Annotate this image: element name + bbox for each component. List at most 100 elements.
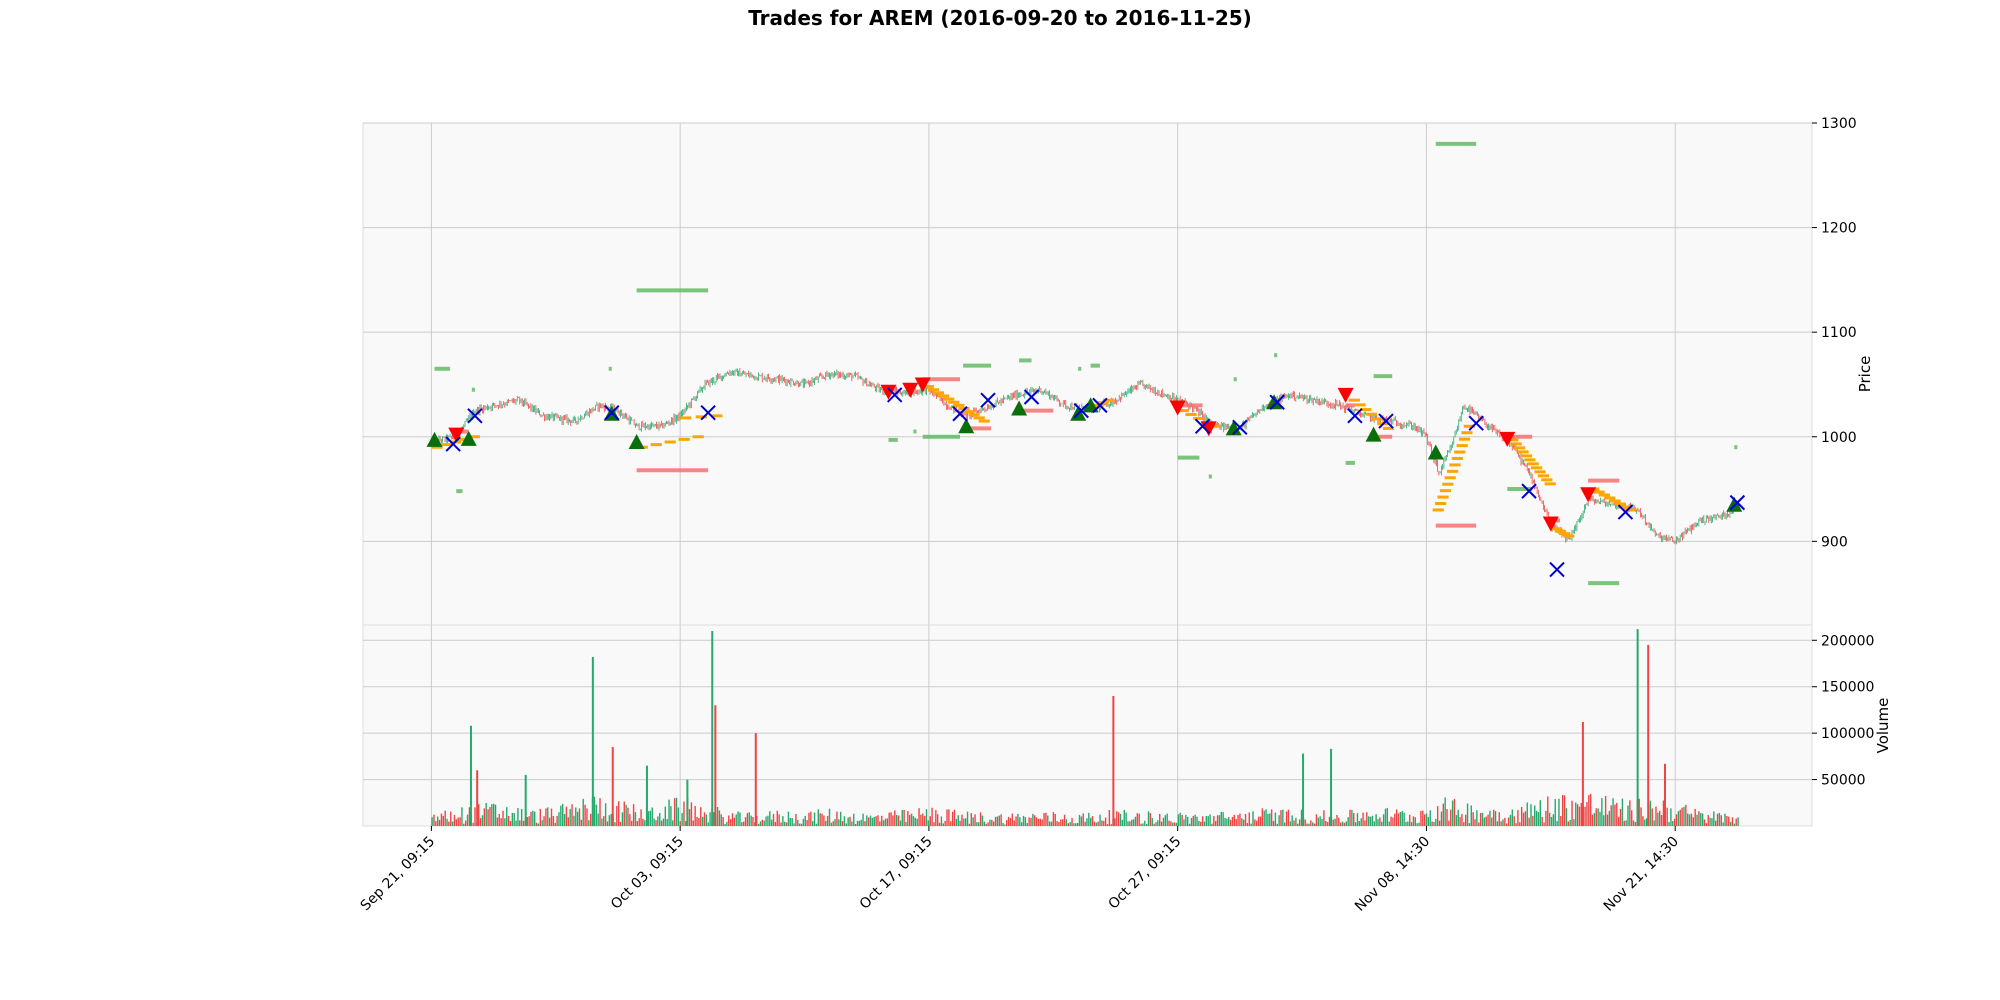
exit-marker-stroke [1194,418,1211,434]
volume-bar [617,801,620,826]
volume-bar [1159,813,1161,826]
volume-bar [1586,802,1588,826]
volume-bar [446,818,448,826]
volume-bar [647,811,650,826]
volume-bar [1737,817,1739,826]
volume-bar [784,821,786,826]
volume-bar [806,820,808,826]
volume-bar [1528,817,1530,826]
volume-bar [1166,813,1168,826]
volume-bar [1170,821,1172,826]
volume-bar [1022,815,1025,826]
volume-bar [603,816,605,826]
volume-bar [951,811,954,826]
volume-bar [1565,808,1568,826]
volume-bar [1548,812,1551,826]
volume-bar [1089,817,1092,826]
volume-bar [1020,822,1023,826]
volume-bar [659,813,661,826]
volume-bar [1474,819,1476,826]
volume-bar [1634,822,1637,826]
x-tick-label: Sep 21, 09:15 [358,834,439,915]
volume-bar [1116,811,1118,826]
volume-spike [469,725,472,826]
volume-panel: 50000 100000 150000 200000 [362,624,1874,827]
volume-bar [547,807,549,826]
exit-marker-stroke [1023,389,1040,405]
volume-bar [528,816,530,826]
volume-bar [1731,817,1734,826]
volume-bar [1405,821,1407,826]
exit-marker-stroke [700,404,716,421]
x-tick-label: Nov 21, 14:30 [1601,834,1682,915]
volume-bar [1382,814,1385,826]
volume-bar [631,820,633,826]
volume-bar [1535,810,1538,826]
volume-bar [713,812,715,826]
volume-bar [558,812,560,826]
volume-bar [944,820,946,826]
exit-marker [1232,419,1248,436]
exit-marker-stroke [1549,561,1565,578]
volume-bar [1300,809,1303,826]
volume-bar [440,813,443,826]
volume-bar [991,819,993,826]
volume-bar [1466,803,1469,826]
volume-bar [1313,823,1316,826]
volume-bar [770,819,773,826]
x-tick-label: Oct 27, 09:15 [1106,834,1185,913]
volume-bar [1147,811,1150,826]
exit-marker-stroke [1347,408,1363,424]
volume-bar [881,815,883,826]
volume-bar [1017,813,1019,826]
volume-bar [1563,795,1566,826]
exit-marker-stroke [1378,413,1394,429]
volume-bar [890,812,892,826]
volume-bar [1364,820,1366,826]
volume-bar [1052,812,1055,826]
volume-bar [1509,814,1512,826]
exit-marker [952,406,968,422]
volume-bar [1151,817,1153,826]
volume-bar [1315,814,1318,826]
volume-bar [1507,817,1510,826]
volume-tick-label: 100000 [1821,726,1874,742]
volume-bar [994,816,997,826]
volume-bar [838,819,840,826]
volume-bar [1045,812,1047,826]
volume-bar [664,806,667,826]
volume-bar [718,810,721,826]
volume-bar [530,811,532,826]
volume-bar [1619,808,1622,826]
volume-bar [1095,822,1097,826]
volume-bar [481,815,484,826]
volume-bar [793,823,795,826]
volume-bar [731,813,734,826]
volume-bar [504,818,506,826]
volume-spike [476,770,479,826]
volume-bar [606,821,609,826]
volume-bar [1203,821,1206,826]
volume-spike [1647,644,1650,826]
volume-bar [791,818,793,826]
volume-bar [1216,815,1219,826]
volume-bar [513,813,515,826]
price-tick-label: 1100 [1821,325,1857,341]
volume-bar [1556,821,1558,826]
volume-bar [832,821,834,826]
volume-bar [1410,822,1413,826]
volume-bar [1534,805,1536,826]
volume-bar [1606,814,1609,826]
volume-bar [752,816,754,826]
volume-bar [1662,800,1665,826]
volume-bar [629,814,631,826]
volume-bar [1498,812,1500,826]
volume-bar [823,815,825,826]
volume-bar [1041,819,1043,826]
volume-bar [912,816,915,826]
volume-bar [1241,818,1243,826]
trade-markers [426,377,1746,578]
volume-bar [808,812,810,826]
volume-bar [981,815,984,826]
volume-bar [1703,819,1706,826]
